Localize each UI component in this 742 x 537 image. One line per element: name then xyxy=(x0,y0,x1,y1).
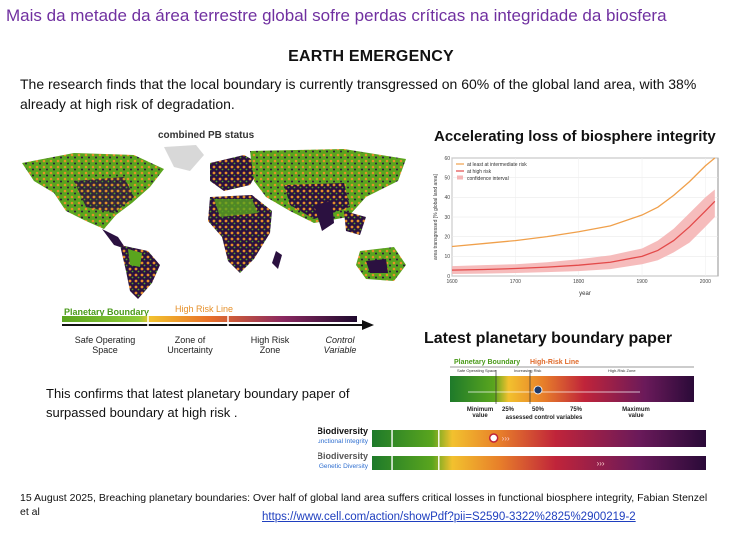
tick-label: value xyxy=(472,413,488,419)
x-axis-label: year xyxy=(579,291,591,297)
confirmation-text: This confirms that latest planetary boun… xyxy=(46,386,350,420)
series-intermediate-risk-line xyxy=(451,157,716,248)
europe-shape xyxy=(210,155,262,191)
biodiversity-row: Biodiversity Functional Integrity ››› xyxy=(318,426,706,448)
x-tick-label: 1900 xyxy=(636,279,647,285)
x-tick-label: 1700 xyxy=(510,279,521,285)
map-title: combined PB status xyxy=(158,130,255,141)
biodiversity-row: Biodiversity Genetic Diversity ››› xyxy=(318,451,706,473)
greenland-shape xyxy=(164,145,204,171)
series-high-risk-line xyxy=(451,200,716,271)
tick-label: Minimum xyxy=(467,407,493,413)
x-tick-label: 1800 xyxy=(573,279,584,285)
row-arrows: ››› xyxy=(502,434,510,443)
legend-label: confidence interval xyxy=(467,176,509,182)
accelerating-chart-heading: Accelerating loss of biosphere integrity xyxy=(434,128,716,145)
safe-operating-space-label: Safe Operating Space xyxy=(74,335,136,355)
intro-text: The research finds that the local bounda… xyxy=(20,76,697,112)
row-bar xyxy=(372,430,706,447)
tick-label: Maximum xyxy=(622,407,650,413)
legend-label: at high risk xyxy=(467,169,492,175)
x-tick-label: 1600 xyxy=(446,279,457,285)
tick-label: value xyxy=(628,413,644,419)
pb-status-scale: Planetary Boundary High Risk Line Safe O… xyxy=(60,303,375,358)
tick-label: 50% xyxy=(532,407,545,413)
latest-pb-figure: Planetary Boundary High-Risk Line Safe O… xyxy=(318,359,706,473)
zone-highrisk-label: High-Risk Zone xyxy=(608,368,636,373)
paper-link[interactable]: https://www.cell.com/action/showPdf?pii=… xyxy=(262,511,636,523)
x-tick-label: 2000 xyxy=(700,279,711,285)
zone-of-uncertainty-label: Zone of Uncertainty xyxy=(167,335,213,355)
row-title: Biodiversity xyxy=(318,426,368,436)
emergency-title: EARTH EMERGENCY xyxy=(288,48,454,65)
control-variable-label: Control Variable xyxy=(323,335,357,355)
zone-increasing-label: Increasing Risk xyxy=(514,368,541,373)
high-risk-line-label: High Risk Line xyxy=(175,304,234,314)
row-subtitle: Genetic Diversity xyxy=(319,463,369,470)
high-risk-zone-label: High Risk Zone xyxy=(250,335,290,355)
y-tick-label: 20 xyxy=(444,234,450,240)
assessed-axis-caption: assessed control variables xyxy=(506,415,583,421)
y-tick-label: 60 xyxy=(444,156,450,162)
latest-hrl-label: High-Risk Line xyxy=(530,359,579,366)
y-tick-label: 50 xyxy=(444,175,450,181)
planetary-boundary-label: Planetary Boundary xyxy=(64,307,150,317)
legend-swatch xyxy=(457,175,463,180)
tick-label: 25% xyxy=(502,407,515,413)
y-tick-label: 30 xyxy=(444,215,450,221)
footer-citation: 15 August 2025, Breaching planetary boun… xyxy=(20,492,708,518)
row-bar xyxy=(372,456,706,470)
scale-arrow xyxy=(62,313,374,330)
y-axis-label: area transgressed [% global land area] xyxy=(433,173,439,259)
biosphere-loss-chart: 0 10 20 30 40 50 60 1600 1700 1800 1900 2000 at lea… xyxy=(430,152,726,298)
latest-paper-heading: Latest planetary boundary paper xyxy=(424,330,673,347)
row-marker xyxy=(488,433,499,443)
tick-label: 75% xyxy=(570,407,583,413)
world-pb-status-map xyxy=(22,145,406,299)
y-tick-label: 40 xyxy=(444,195,450,201)
latest-pb-label: Planetary Boundary xyxy=(454,359,520,366)
headline: Mais da metade da área terrestre global … xyxy=(6,6,667,25)
row-arrows: ››› xyxy=(597,459,605,468)
confidence-band xyxy=(452,189,715,275)
row-title: Biodiversity xyxy=(318,451,368,461)
y-tick-label: 10 xyxy=(444,254,450,260)
legend-label: at least at intermediate risk xyxy=(467,162,527,168)
y-tick-label: 0 xyxy=(447,274,450,280)
zone-safe-label: Safe Operating Space xyxy=(457,368,497,373)
row-subtitle: Functional Integrity xyxy=(318,438,369,445)
